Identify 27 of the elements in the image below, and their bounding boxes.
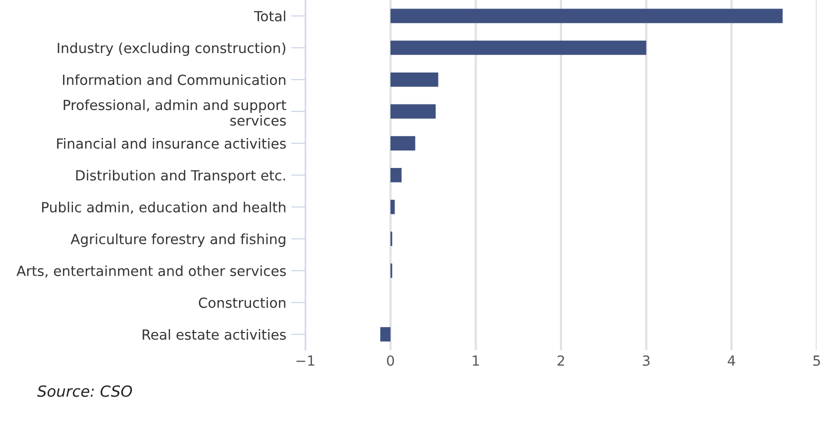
x-tick-label: 2 — [558, 355, 564, 366]
y-tick-label: Public admin, education and health — [42, 202, 286, 214]
bar — [390, 168, 402, 182]
bar — [380, 327, 390, 342]
source-note: Source: CSO — [37, 385, 132, 397]
bar — [390, 8, 783, 24]
bar — [390, 104, 436, 119]
y-tick-label: Financial and insurance activities — [57, 138, 286, 149]
x-tick-label: 0 — [386, 355, 394, 366]
x-tick-label: 4 — [728, 356, 736, 366]
bar — [390, 72, 438, 87]
y-tick-label: Information and Communication — [63, 74, 286, 86]
y-tick-label: Agriculture forestry and fishing — [70, 234, 286, 247]
y-tick-label: Construction — [198, 297, 286, 308]
y-tick-label: Industry (excluding construction) — [58, 42, 286, 56]
x-tick-label: 3 — [642, 355, 650, 366]
y-tick-label: Total — [254, 10, 286, 22]
y-tick-label: Professional, admin and support services — [64, 99, 286, 126]
bar — [390, 200, 395, 214]
x-tick-label: 5 — [813, 356, 820, 366]
y-tick-label: Distribution and Transport etc. — [76, 170, 286, 184]
y-tick-label: Real estate activities — [142, 329, 286, 340]
bar — [390, 40, 646, 55]
x-tick-label: 1 — [472, 356, 479, 366]
x-tick-label: −1 — [296, 356, 314, 366]
y-tick-label: Arts, entertainment and other services — [16, 265, 286, 278]
bar — [390, 136, 416, 150]
